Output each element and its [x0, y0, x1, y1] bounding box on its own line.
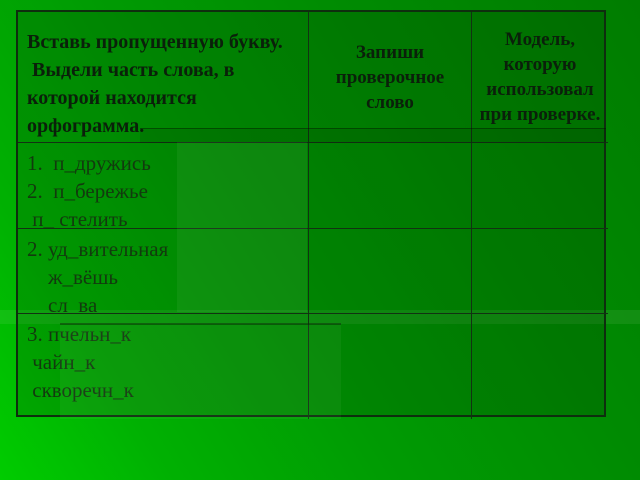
table-row-3-words: 3. пчельн_к чайн_к скворечн_к [18, 314, 309, 419]
word-line: ж_вёшь [27, 265, 118, 289]
table-row-2-words: 2. уд_вительная ж_вёшь сл_ва [18, 229, 309, 314]
table-row-2-model-cell [472, 229, 608, 314]
table-row-3-model-cell [472, 314, 608, 419]
header-cell-check-word: Запиши проверочное слово [309, 12, 472, 143]
word-line: 2. уд_вительная [27, 237, 169, 261]
word-line: 3. пчельн_к [27, 322, 132, 346]
table-row-1-check-word-cell [309, 143, 472, 229]
word-line: скворечн_к [27, 378, 134, 402]
word-line: 1. п_дружись [27, 151, 151, 175]
header-cell-task: Вставь пропущенную букву. Выдели часть с… [18, 12, 309, 143]
header-cell-model: Модель, которую использовал при проверке… [472, 12, 608, 143]
word-line: 2. п_бережье [27, 179, 148, 203]
word-line: п_ стелить [27, 207, 128, 229]
word-line: сл_ва [27, 293, 98, 314]
word-line: чайн_к [27, 350, 96, 374]
table-row-2-check-word-cell [309, 229, 472, 314]
table-row-1-words: 1. п_дружись 2. п_бережье п_ стелить [18, 143, 309, 229]
table-row-3-check-word-cell [309, 314, 472, 419]
exercise-table: Вставь пропущенную букву. Выдели часть с… [16, 10, 608, 419]
table-row-1-model-cell [472, 143, 608, 229]
